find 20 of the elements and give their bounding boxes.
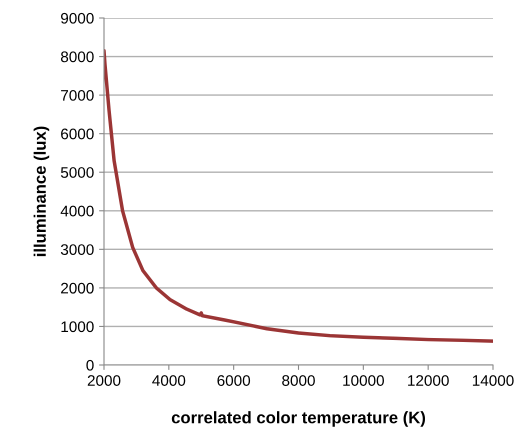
line-series <box>104 49 493 343</box>
y-tick-label: 8000 <box>60 51 94 62</box>
x-tick-label: 10000 <box>343 375 384 386</box>
x-axis-title: correlated color temperature (K) <box>172 411 426 427</box>
y-tick-label: 7000 <box>61 90 94 101</box>
y-tick-label: 1000 <box>61 321 94 332</box>
y-tick-label: 6000 <box>61 128 94 140</box>
x-tick-label: 12000 <box>408 375 449 386</box>
x-tick-label: 14000 <box>472 375 514 386</box>
x-tick-label: 6000 <box>217 375 250 386</box>
x-tick-label: 2000 <box>88 375 120 386</box>
y-tick-label: 2000 <box>61 282 94 294</box>
x-tick-label: 8000 <box>282 375 315 386</box>
x-tick-label: 4000 <box>152 375 186 386</box>
y-tick-label: 4000 <box>60 206 94 216</box>
y-tick-label: 0 <box>86 360 94 371</box>
y-tick-label: 5000 <box>60 167 94 178</box>
y-tick-label: 9000 <box>61 12 94 24</box>
y-tick-label: 3000 <box>60 244 94 256</box>
y-axis-title: illuminance (lux) <box>34 126 50 256</box>
